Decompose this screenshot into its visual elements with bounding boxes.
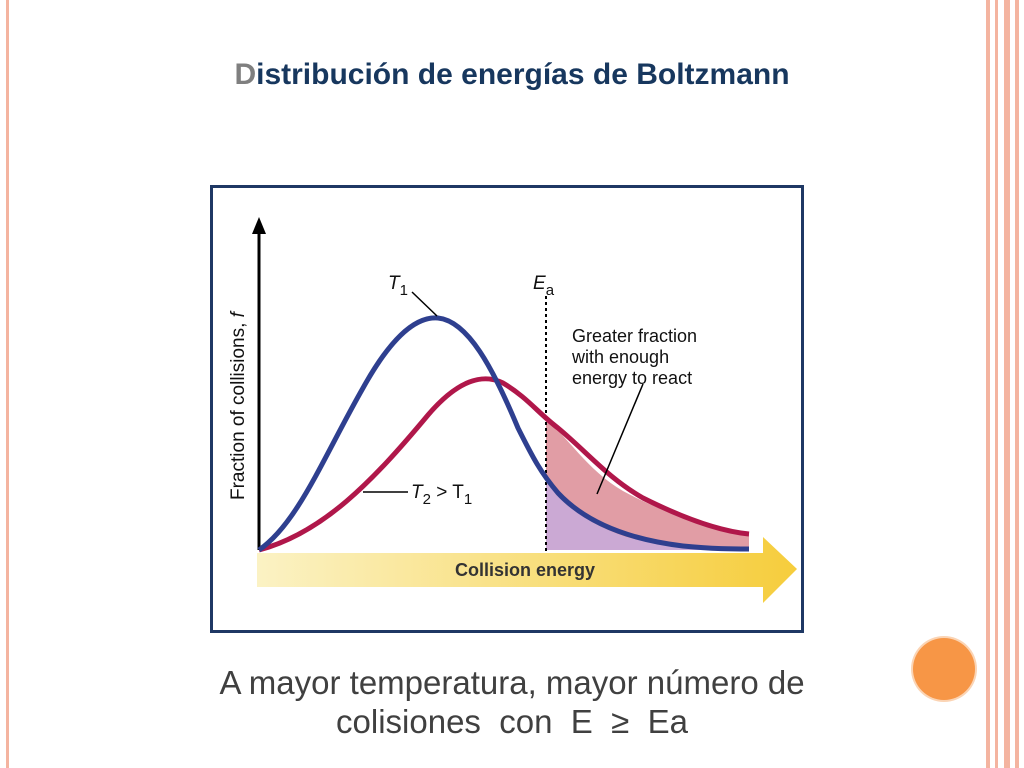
t1-leader-line	[411, 291, 438, 317]
shade-t2-region	[546, 419, 749, 550]
diagram-canvas: T1 Ea T2 > T1 Greater fraction with enou…	[228, 217, 797, 603]
slide-caption: A mayor temperatura, mayor número de col…	[150, 663, 874, 741]
title-text: istribución de energías de Boltzmann	[256, 58, 790, 91]
accent-circle	[913, 638, 975, 700]
note-leader-line	[596, 383, 644, 495]
curve-t1	[257, 315, 750, 553]
note-line-1: Greater fraction	[572, 326, 697, 346]
right-border-line-4	[1015, 0, 1019, 768]
y-axis-label: Fraction of collisions, f	[228, 310, 249, 500]
shade-t1-region	[546, 481, 749, 550]
right-border-line-1	[986, 0, 990, 768]
note-line-2: with enough	[571, 347, 669, 367]
curve-t2	[258, 376, 750, 553]
ea-label: Ea	[533, 273, 555, 299]
caption-line-1: A mayor temperatura, mayor número de	[219, 664, 805, 701]
right-border-line-3	[1004, 0, 1010, 768]
caption-line-2: colisiones con E ≥ Ea	[336, 703, 688, 740]
title-first-letter: D	[234, 58, 257, 91]
left-border-line	[6, 0, 9, 768]
y-axis-arrowhead	[252, 217, 266, 234]
note-line-3: energy to react	[572, 368, 692, 388]
right-border-line-2	[995, 0, 998, 768]
slide-title: Distribución de energías de Boltzmann	[0, 58, 1024, 92]
boltzmann-diagram: T1 Ea T2 > T1 Greater fraction with enou…	[210, 185, 804, 633]
t2-label: T2 > T1	[411, 482, 472, 508]
x-axis-label: Collision energy	[455, 560, 595, 580]
collision-energy-arrow	[257, 537, 797, 603]
t1-label: T1	[388, 273, 408, 299]
